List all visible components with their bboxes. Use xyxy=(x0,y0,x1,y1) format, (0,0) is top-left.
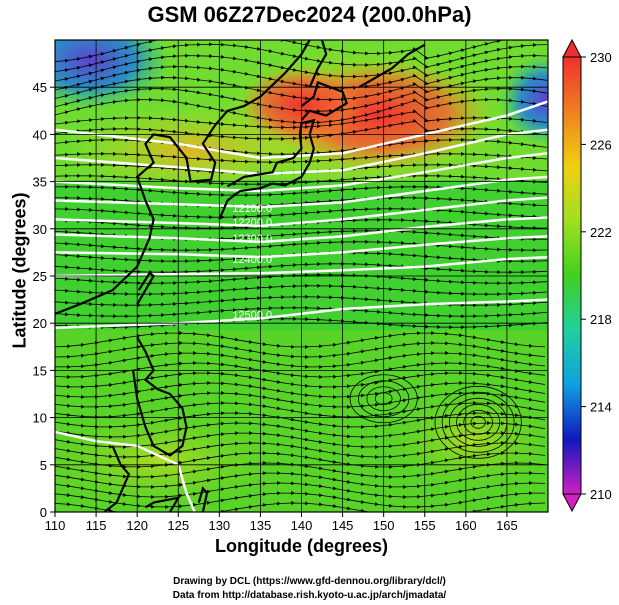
colorbar-tick-label: 226 xyxy=(590,137,612,152)
vortex-streamline xyxy=(434,385,522,459)
x-tick-label: 150 xyxy=(373,518,395,533)
x-tick-label: 140 xyxy=(291,518,313,533)
streamline xyxy=(55,501,546,512)
x-tick-label: 120 xyxy=(126,518,148,533)
contour-line xyxy=(55,430,196,512)
credit-line-2: Data from http://database.rish.kyoto-u.a… xyxy=(172,590,447,601)
y-tick-label: 15 xyxy=(33,363,47,378)
y-tick-label: 5 xyxy=(40,458,47,473)
coastline xyxy=(103,445,131,512)
colorbar-min-arrow xyxy=(562,493,582,513)
coastline xyxy=(197,486,209,512)
contour-label: 12400.0 xyxy=(232,254,272,266)
y-tick-label: 40 xyxy=(33,127,47,142)
colorbar-max-arrow xyxy=(562,38,582,58)
x-tick-label: 145 xyxy=(332,518,354,533)
y-tick-label: 45 xyxy=(33,80,47,95)
coastline xyxy=(144,496,181,512)
y-tick-label: 35 xyxy=(33,175,47,190)
contour-label: 12200.0 xyxy=(232,217,272,229)
chart-title: GSM 06Z27Dec2024 (200.0hPa) xyxy=(147,2,472,27)
vortex-streamline xyxy=(456,403,501,441)
coastline xyxy=(300,81,349,121)
vortex-streamline xyxy=(470,415,486,429)
colorbar-tick-label: 210 xyxy=(590,487,612,502)
x-tick-label: 115 xyxy=(86,518,107,533)
x-tick-label: 165 xyxy=(496,518,518,533)
temperature-field xyxy=(55,40,548,512)
x-tick-label: 125 xyxy=(167,518,189,533)
contour-label: 12100.0 xyxy=(232,203,272,215)
x-tick-label: 160 xyxy=(455,518,477,533)
y-tick-label: 10 xyxy=(33,411,47,426)
colorbar-tick-label: 222 xyxy=(590,225,612,240)
colorbar-tick-label: 214 xyxy=(590,400,612,415)
vortex-streamline xyxy=(463,409,493,435)
y-tick-label: 0 xyxy=(40,505,47,520)
x-tick-label: 110 xyxy=(45,518,66,533)
y-axis-label: Latitude (degrees) xyxy=(9,192,30,349)
x-tick-label: 155 xyxy=(414,518,436,533)
colorbar: 210 214 218 222 226 230 xyxy=(562,38,612,513)
coastline xyxy=(308,40,328,88)
x-axis-label: Longitude (degrees) xyxy=(214,536,388,556)
contour-label: 12500.0 xyxy=(232,309,272,321)
x-tick-label: 135 xyxy=(250,518,272,533)
colorbar-tick-label: 218 xyxy=(590,312,612,327)
vortex-streamline xyxy=(441,391,515,453)
y-tick-label: 25 xyxy=(33,269,47,284)
contour-label: 12300.0 xyxy=(232,233,272,245)
credit-line-1: Drawing by DCL (https://www.gfd-dennou.o… xyxy=(173,576,446,587)
x-tick-label: 130 xyxy=(208,518,230,533)
y-tick-label: 30 xyxy=(33,222,47,237)
coastline xyxy=(358,43,426,89)
y-tick-label: 20 xyxy=(33,316,47,331)
colorbar-tick-label: 230 xyxy=(590,50,612,65)
